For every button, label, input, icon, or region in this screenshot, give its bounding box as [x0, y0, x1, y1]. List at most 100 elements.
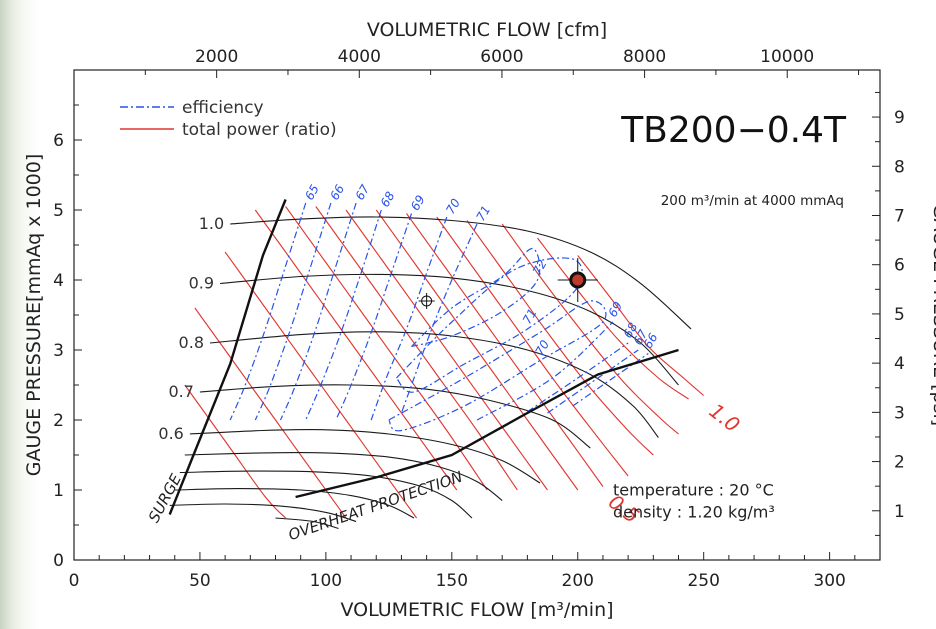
y-left-tick-label: 5 [53, 201, 64, 221]
speed-curve [189, 429, 541, 484]
power-ratio-line [436, 216, 629, 477]
y-right-tick-label: 6 [894, 256, 905, 276]
x-top-tick-label: 10000 [760, 47, 814, 67]
efficiency-curve-label: 67 [631, 327, 651, 348]
x-top-axis-label: VOLUMETRIC FLOW [cfm] [367, 19, 607, 41]
efficiency-curve-label: 66 [327, 182, 347, 203]
x-bottom-axis-label: VOLUMETRIC FLOW [m³/min] [340, 599, 613, 621]
speed-curve-label: 0.8 [179, 333, 204, 352]
efficiency-curve [476, 321, 614, 421]
efficiency-curve [335, 213, 413, 421]
speed-curve [230, 216, 692, 330]
speed-curve [209, 331, 659, 438]
speed-curves-layer: 1.0 0.9 0.8 0.7 0.6 [158, 214, 692, 530]
y-right-tick-label: 9 [894, 108, 905, 128]
speed-curve [174, 488, 415, 519]
y-right-tick-label: 1 [894, 502, 905, 522]
x-top-tick-label: 8000 [623, 47, 666, 67]
power-ratio-line [375, 209, 579, 491]
efficiency-curve-label: 66 [641, 330, 661, 351]
x-bottom-tick-label: 100 [310, 571, 342, 591]
efficiency-curve [547, 349, 639, 414]
efficiency-curve-label: 69 [605, 299, 625, 319]
y-left-tick-label: 6 [53, 131, 64, 151]
power-ratio-line [224, 251, 418, 519]
power-ratio-line [184, 384, 286, 519]
power-ratio-line [254, 209, 458, 491]
efficiency-curve-label: 71 [473, 203, 493, 223]
speed-curve-label: 1.0 [199, 214, 224, 233]
speed-curve [184, 451, 503, 501]
rating-note: 200 m³/min at 4000 mmAq [661, 193, 844, 209]
legend-label: efficiency [182, 98, 264, 118]
legend-label: total power (ratio) [182, 120, 337, 140]
plot-frame [73, 69, 881, 561]
rated-point-marker [569, 271, 587, 289]
x-bottom-tick-label: 50 [189, 571, 211, 591]
x-bottom-tick-label: 200 [562, 571, 594, 591]
efficiency-curve [229, 202, 307, 421]
x-top-tick-label: 2000 [195, 47, 238, 67]
y-left-tick-label: 4 [53, 271, 64, 291]
power-ratio-line [345, 209, 548, 491]
x-bottom-tick-label: 0 [69, 571, 80, 591]
y-left-tick-label: 0 [53, 551, 64, 571]
efficiency-curve [514, 342, 629, 421]
power-ratio-line [466, 220, 654, 456]
y-right-tick-label: 3 [894, 403, 905, 423]
power-ratio-line [315, 206, 518, 491]
efficiency-curve [305, 209, 382, 421]
surge-line [168, 199, 287, 515]
y-right-tick-label: 4 [894, 354, 905, 374]
speed-curve [220, 273, 679, 386]
speed-curve [199, 384, 591, 449]
y-right-tick-label: 7 [894, 206, 905, 226]
power-ratio-line [285, 206, 488, 491]
y-left-tick-label: 3 [53, 341, 64, 361]
power-ratio-line [577, 255, 705, 396]
power-ratio-line [194, 307, 347, 519]
condition-text: temperature : 20 °C [613, 481, 774, 500]
efficiency-curve-label: 68 [378, 189, 398, 210]
efficiency-curve [370, 216, 448, 421]
y-right-axis-label: GAUGE PRESSURE [psi] [929, 204, 936, 426]
efficiency-curve [572, 353, 649, 407]
x-bottom-tick-label: 300 [813, 571, 845, 591]
efficiency-curve-label: 65 [302, 182, 322, 202]
speed-curve [275, 517, 339, 530]
x-bottom-tick-label: 150 [436, 571, 468, 591]
speed-curve-label: 0.6 [158, 424, 183, 443]
power-ratio-line [406, 213, 604, 487]
speed-curve [169, 503, 357, 523]
efficiency-curve [388, 300, 607, 432]
y-right-tick-label: 5 [894, 305, 905, 325]
efficiency-curve-label: 71 [520, 306, 540, 326]
speed-curve-label: 0.9 [189, 274, 214, 293]
efficiency-curve-label: 68 [621, 320, 641, 341]
efficiency-curve [279, 202, 357, 421]
y-left-axis-label: GAUGE PRESSURE[mmAq x 1000] [23, 154, 45, 477]
efficiency-curve [254, 202, 332, 421]
power-lines-layer: 0.51.0 [184, 206, 744, 528]
x-top-tick-label: 6000 [480, 47, 523, 67]
y-right-tick-label: 2 [894, 453, 905, 473]
power-ratio-line [501, 223, 679, 435]
speed-curve [179, 470, 473, 519]
condition-text: density : 1.20 kg/m³ [613, 503, 775, 522]
x-bottom-tick-label: 250 [687, 571, 719, 591]
y-left-tick-label: 2 [53, 411, 64, 431]
overheat-protection-line [295, 348, 679, 499]
y-right-tick-label: 8 [894, 157, 905, 177]
chart-title: TB200−0.4T [620, 110, 847, 151]
efficiency-curve-label: 70 [443, 196, 463, 217]
limit-lines-layer [168, 199, 679, 515]
efficiency-curve-label: 67 [353, 182, 373, 203]
y-left-tick-label: 1 [53, 481, 64, 501]
efficiency-curve-label: 69 [408, 193, 428, 213]
power-ratio-line [537, 237, 689, 400]
